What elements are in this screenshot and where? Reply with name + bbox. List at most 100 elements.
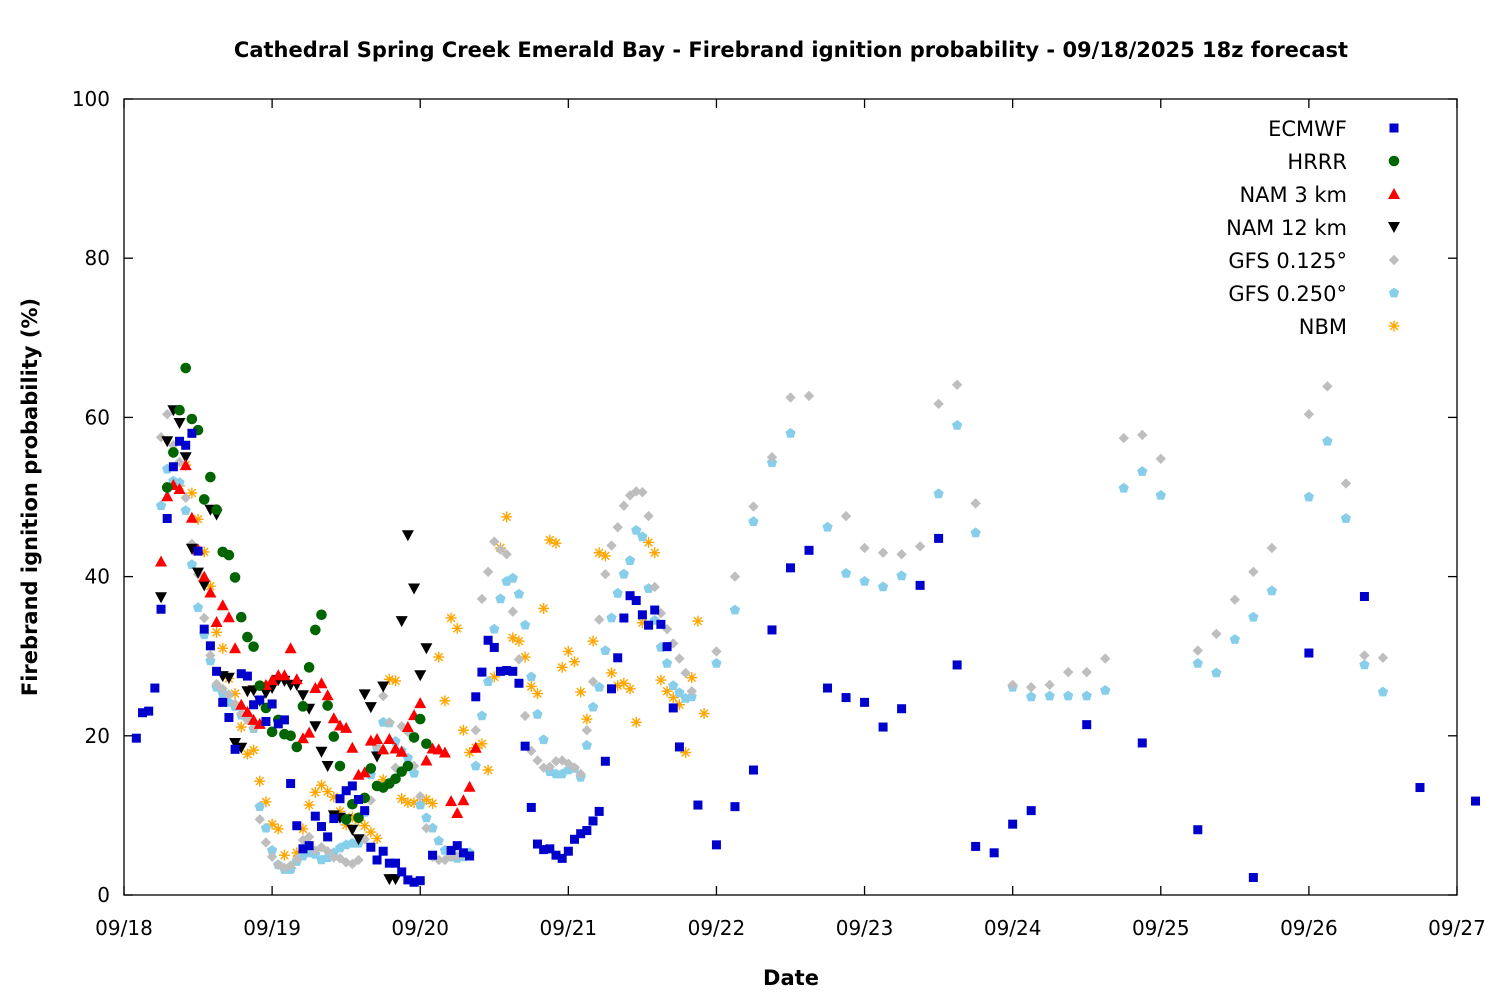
point-hrrr — [285, 730, 296, 742]
point-ecmwf — [286, 779, 296, 789]
point-gfs-0-250 — [1155, 490, 1166, 500]
point-ecmwf — [218, 697, 228, 707]
point-nbm — [371, 832, 383, 844]
point-gfs-0-125 — [217, 683, 228, 695]
point-gfs-0-125 — [729, 571, 741, 582]
point-gfs-0-125 — [199, 612, 210, 624]
axis-ticks: 09/18 09/19 09/20 09/21 09/22 09/23 09/24 09/25… — [72, 87, 1486, 940]
point-gfs-0-250 — [180, 505, 191, 515]
point-gfs-0-250 — [785, 427, 796, 438]
point-nbm — [569, 656, 581, 668]
point-gfs-0-250 — [631, 525, 642, 535]
point-nam-12-km — [401, 530, 414, 542]
point-nbm — [550, 537, 562, 549]
point-gfs-0-250 — [1100, 685, 1111, 695]
point-gfs-0-125 — [310, 845, 321, 856]
point-gfs-0-125 — [223, 689, 235, 700]
point-gfs-0-125 — [507, 606, 518, 617]
point-ecmwf — [144, 706, 154, 716]
point-ecmwf — [298, 844, 308, 854]
point-hrrr — [205, 471, 216, 483]
point-ecmwf — [532, 839, 542, 849]
point-gfs-0-250 — [612, 587, 623, 598]
point-gfs-0-250 — [1044, 690, 1055, 701]
point-ecmwf — [273, 719, 283, 729]
point-nbm — [525, 680, 537, 692]
point-gfs-0-125 — [575, 768, 586, 780]
point-nam-3-km — [309, 682, 322, 694]
point-ecmwf — [502, 666, 512, 676]
point-gfs-0-250 — [495, 593, 506, 604]
point-gfs-0-125 — [476, 593, 488, 605]
point-gfs-0-250 — [637, 531, 648, 542]
point-ecmwf — [539, 845, 549, 855]
point-ecmwf — [150, 683, 160, 693]
point-nam-12-km — [346, 824, 359, 836]
point-gfs-0-125 — [303, 831, 315, 843]
point-gfs-0-250 — [1303, 491, 1314, 502]
point-ecmwf — [316, 822, 326, 832]
point-gfs-0-250 — [433, 835, 444, 846]
point-gfs-0-250 — [520, 619, 531, 630]
point-gfs-0-125 — [655, 608, 667, 619]
point-gfs-0-125 — [556, 755, 568, 766]
point-nbm — [686, 672, 698, 684]
point-ecmwf — [230, 744, 240, 754]
point-nbm — [439, 695, 451, 707]
point-nbm — [667, 692, 679, 704]
legend-marker-gfs-0-125 — [1388, 254, 1400, 266]
point-ecmwf — [131, 733, 141, 743]
point-ecmwf — [934, 533, 944, 543]
point-gfs-0-250 — [877, 581, 889, 592]
point-gfs-0-125 — [266, 851, 278, 862]
point-nam-12-km — [414, 670, 427, 682]
point-gfs-0-125 — [587, 676, 599, 687]
point-gfs-0-250 — [618, 568, 629, 579]
point-ecmwf — [508, 666, 518, 676]
point-nbm — [476, 738, 488, 750]
point-hrrr — [235, 611, 247, 623]
point-ecmwf — [354, 794, 364, 804]
point-nam-3-km — [451, 807, 464, 819]
point-nam-3-km — [445, 795, 458, 807]
point-gfs-0-125 — [470, 725, 481, 736]
point-gfs-0-125 — [1211, 628, 1222, 640]
legend-marker-nam-12-km — [1388, 222, 1400, 233]
x-tick-label: 09/23 — [836, 916, 894, 940]
point-ecmwf — [205, 641, 215, 651]
point-nam-3-km — [296, 732, 309, 744]
point-nam-12-km — [185, 543, 198, 555]
point-nbm — [272, 823, 284, 835]
point-ecmwf — [989, 848, 999, 858]
point-gfs-0-125 — [1118, 432, 1129, 444]
point-gfs-0-125 — [180, 492, 191, 503]
point-hrrr — [390, 773, 401, 785]
point-gfs-0-250 — [538, 734, 549, 745]
point-ecmwf — [650, 605, 660, 615]
point-gfs-0-125 — [1063, 666, 1074, 678]
point-ecmwf — [323, 832, 333, 842]
point-nam-12-km — [315, 746, 328, 758]
point-gfs-0-125 — [482, 566, 494, 578]
point-gfs-0-250 — [668, 680, 679, 690]
point-ecmwf — [477, 667, 487, 677]
legend-marker-ecmwf — [1389, 123, 1399, 133]
x-tick-label: 09/20 — [391, 916, 449, 940]
point-ecmwf — [242, 671, 252, 681]
point-gfs-0-250 — [729, 604, 741, 615]
point-ecmwf — [471, 692, 481, 702]
point-nam-12-km — [192, 567, 205, 579]
point-nam-3-km — [377, 743, 390, 755]
point-nbm — [451, 622, 463, 634]
point-gfs-0-125 — [600, 569, 611, 580]
point-gfs-0-125 — [766, 452, 778, 463]
point-ecmwf — [391, 858, 401, 868]
point-nam-3-km — [321, 689, 334, 701]
point-ecmwf — [570, 834, 580, 844]
point-gfs-0-125 — [1081, 666, 1092, 678]
point-nam-3-km — [229, 642, 242, 654]
point-nam-12-km — [155, 592, 168, 604]
point-nbm — [575, 686, 587, 698]
point-gfs-0-250 — [267, 845, 278, 855]
point-ecmwf — [162, 513, 172, 523]
